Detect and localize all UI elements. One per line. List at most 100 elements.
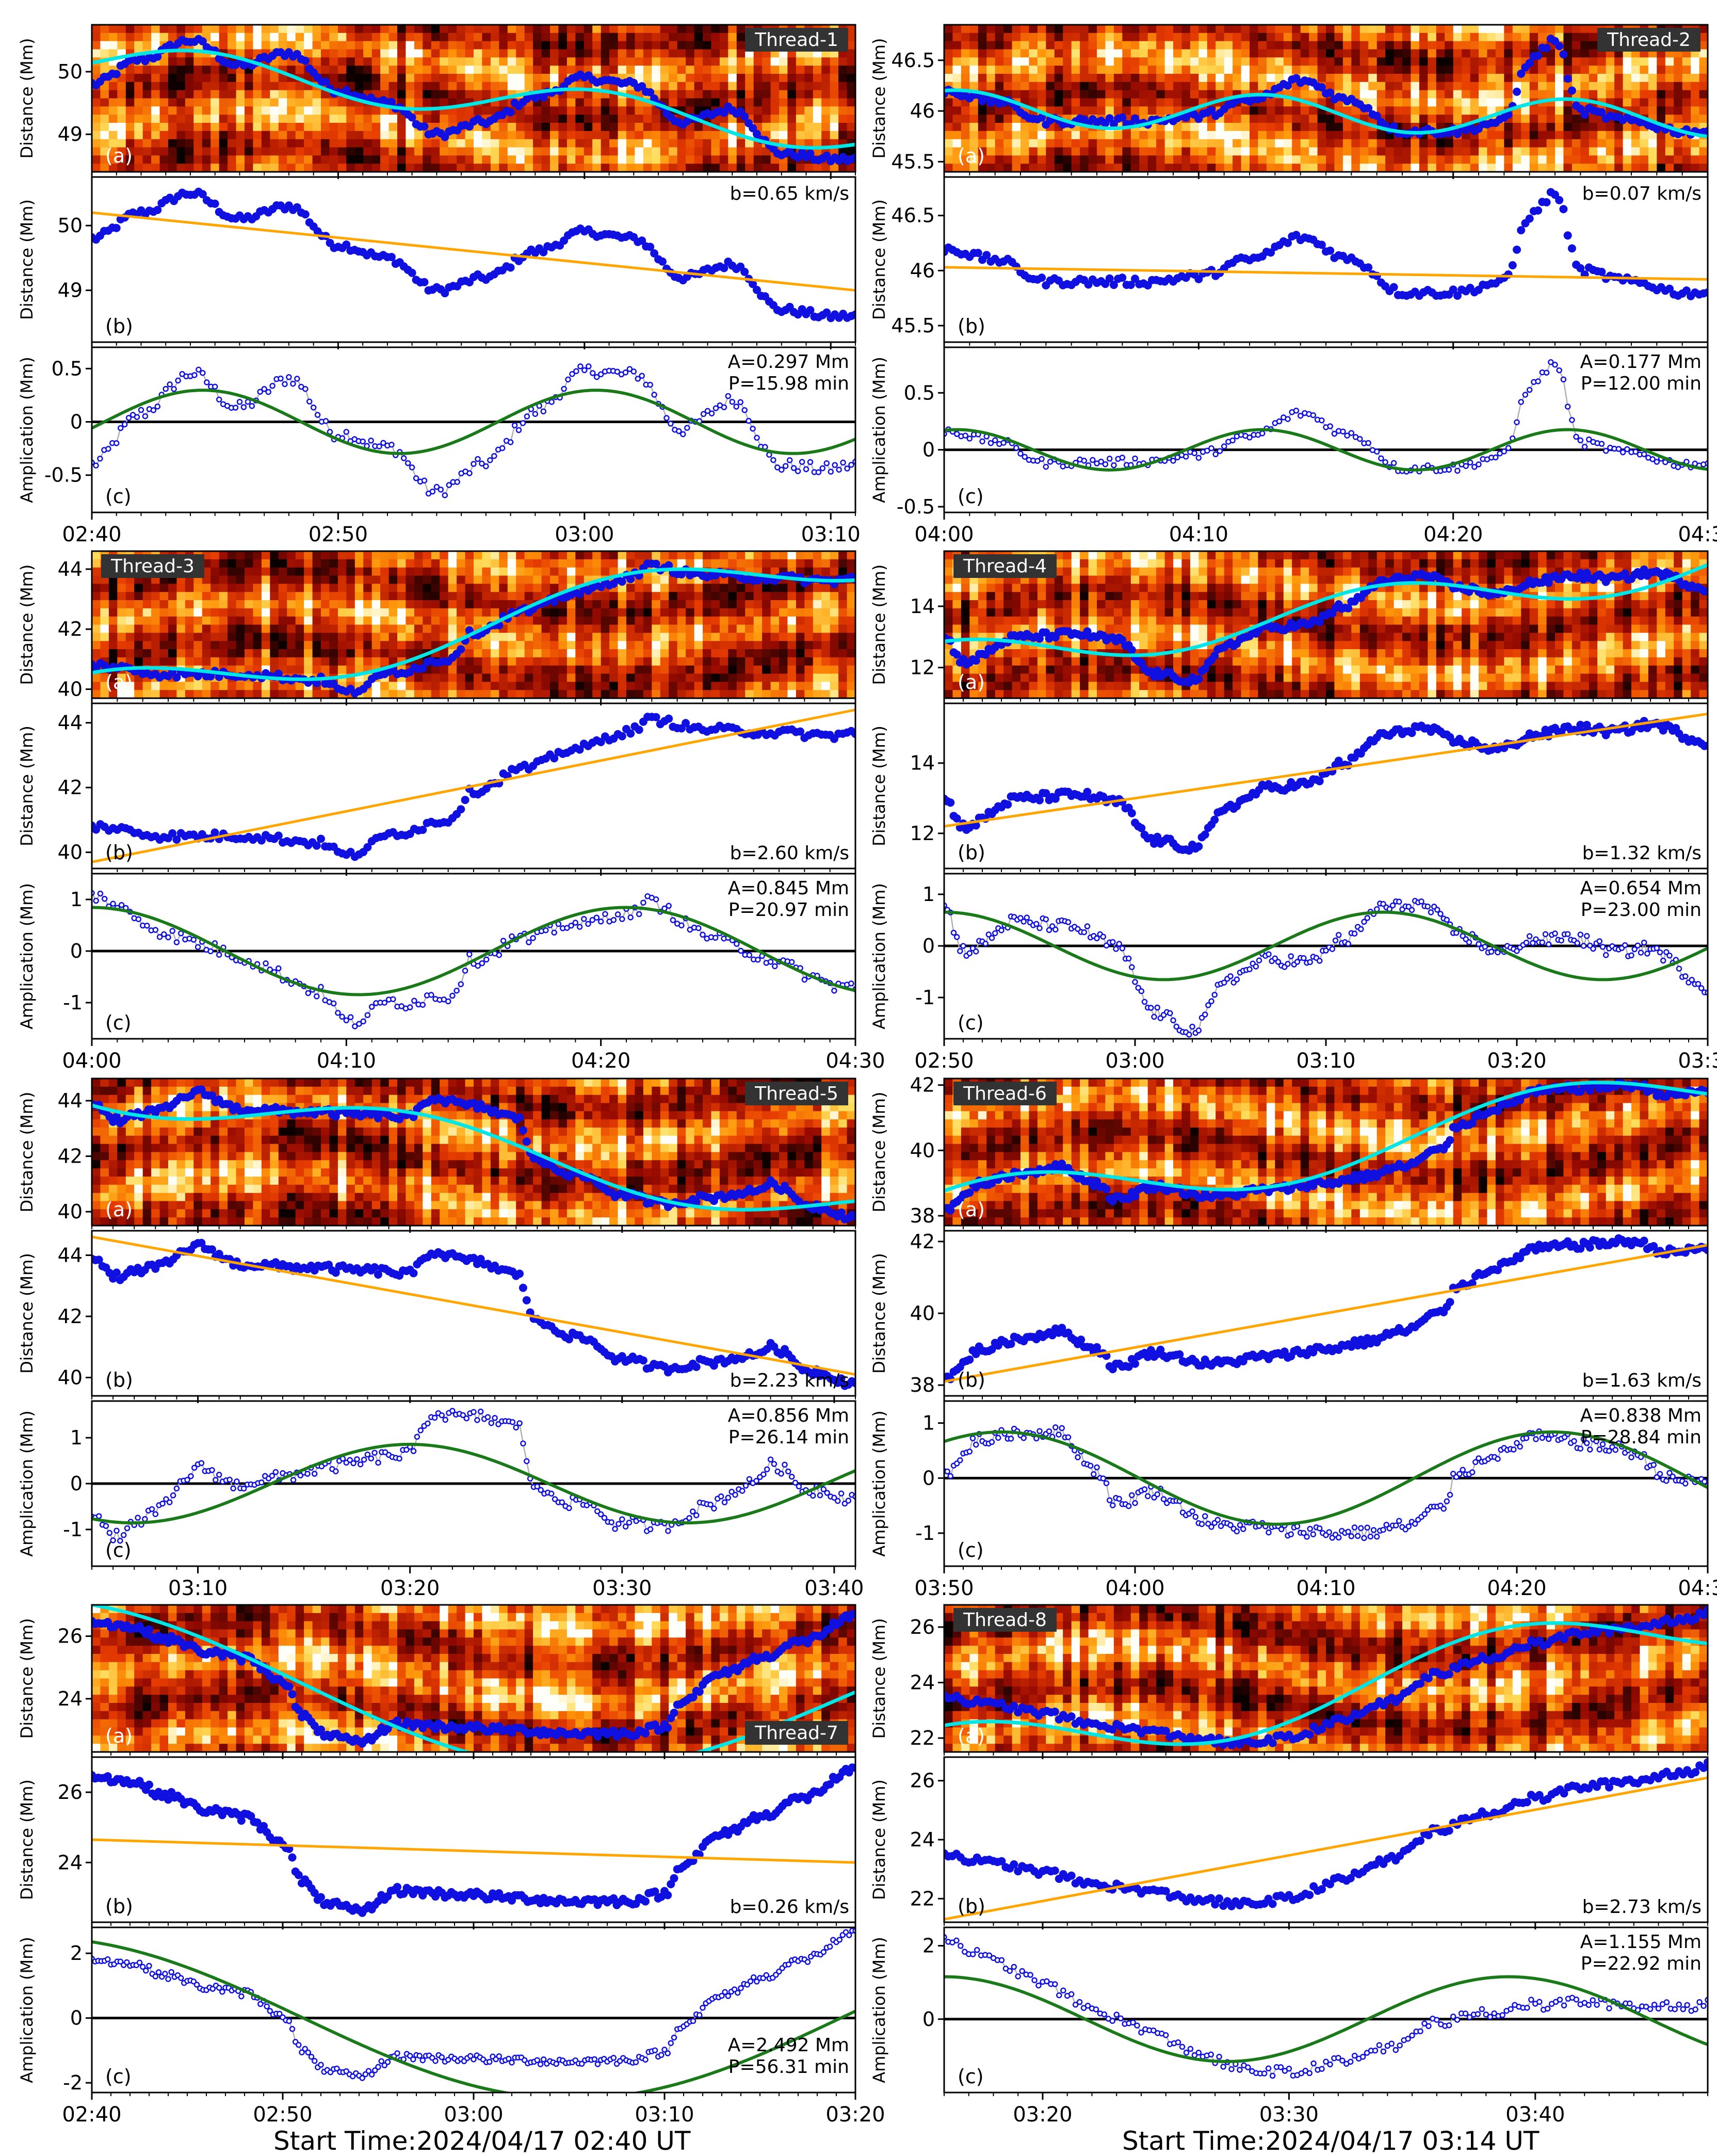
thread-2-heatmap-cell	[1131, 41, 1140, 50]
thread-2-heatmap-cell	[1487, 155, 1496, 164]
thread-2-heatmap-cell	[1351, 123, 1360, 132]
thread-2-heatmap-cell	[1046, 131, 1055, 140]
thread-2-heatmap-cell	[1445, 66, 1453, 74]
thread-1-heatmap-cell	[821, 106, 830, 115]
thread-1-heatmap-cell	[677, 74, 686, 83]
thread-2-heatmap-cell	[1097, 131, 1106, 140]
thread-1-heatmap-cell	[575, 148, 584, 156]
thread-2-heatmap-cell	[1572, 115, 1581, 123]
thread-1-ytick-label: 49	[58, 279, 83, 302]
thread-1-heatmap-cell	[609, 148, 618, 156]
thread-3-heatmap-cell	[160, 608, 169, 617]
thread-2-heatmap-cell	[1682, 66, 1691, 74]
thread-1-heatmap-cell	[92, 33, 101, 42]
thread-2-heatmap-cell	[1258, 50, 1267, 58]
thread-2-heatmap-cell	[1105, 155, 1114, 164]
thread-2-heatmap-cell	[1105, 74, 1114, 83]
thread-2-heatmap-cell	[1038, 33, 1046, 42]
thread-1-heatmap-cell	[431, 25, 440, 34]
thread-2-b-point	[1364, 263, 1372, 271]
thread-2-heatmap-cell	[1055, 164, 1063, 172]
thread-2-heatmap-cell	[1250, 131, 1258, 140]
thread-1-heatmap-cell	[762, 106, 771, 115]
thread-2-heatmap-cell	[1173, 25, 1182, 34]
thread-3-heatmap-cell	[151, 657, 160, 666]
thread-2-heatmap-cell	[1631, 99, 1640, 107]
thread-1-heatmap-cell	[525, 139, 533, 148]
thread-1-heatmap-cell	[168, 66, 177, 74]
thread-2-heatmap-cell	[1241, 106, 1250, 115]
thread-1-heatmap-cell	[219, 164, 228, 172]
thread-2-c-point	[1603, 448, 1608, 453]
thread-1-heatmap-cell	[652, 74, 660, 83]
thread-1-c-point	[196, 367, 201, 372]
thread-2-c-point	[1209, 446, 1214, 450]
thread-2-heatmap-cell	[1046, 90, 1055, 99]
thread-1-heatmap-cell	[380, 131, 389, 140]
thread-2-heatmap-cell	[1139, 66, 1148, 74]
thread-2-heatmap-cell	[1394, 66, 1403, 74]
thread-2-heatmap-cell	[1580, 82, 1589, 91]
thread-2-heatmap-cell	[1122, 82, 1131, 91]
thread-3-heatmap-cell	[236, 551, 245, 560]
thread-1-heatmap-cell	[796, 131, 805, 140]
thread-3-heatmap-cell	[236, 584, 245, 592]
thread-1-heatmap-cell	[117, 41, 126, 50]
thread-1-amplitude-annotation: A=0.297 Mm	[728, 351, 849, 373]
thread-1-heatmap-cell	[210, 115, 219, 123]
thread-2-heatmap-cell	[1284, 123, 1292, 132]
thread-2-b-point	[1118, 273, 1126, 282]
thread-2-heatmap-cell	[1419, 99, 1428, 107]
thread-1-heatmap-cell	[168, 115, 177, 123]
thread-1-heatmap-cell	[92, 99, 101, 107]
thread-2-heatmap-cell	[1368, 82, 1377, 91]
thread-1-heatmap-cell	[448, 115, 457, 123]
thread-1-heatmap-cell	[584, 123, 593, 132]
thread-2-heatmap-cell	[1114, 90, 1123, 99]
thread-1-heatmap-cell	[525, 131, 533, 140]
thread-2-heatmap-cell	[1241, 164, 1250, 172]
thread-1-heatmap-cell	[100, 106, 109, 115]
thread-2-heatmap-cell	[1351, 74, 1360, 83]
thread-1-heatmap-cell	[745, 99, 754, 107]
thread-2-heatmap-cell	[1555, 115, 1564, 123]
thread-2-c-point	[1294, 408, 1299, 413]
thread-1-heatmap-cell	[669, 82, 677, 91]
thread-1-heatmap-cell	[423, 139, 431, 148]
thread-2-heatmap-cell	[1198, 139, 1207, 148]
thread-1-heatmap-cell	[304, 148, 313, 156]
thread-2-heatmap-cell	[1563, 115, 1572, 123]
thread-1-heatmap-cell	[160, 139, 169, 148]
thread-1-heatmap-cell	[703, 41, 711, 50]
thread-2-heatmap-cell	[1640, 148, 1648, 156]
thread-2-heatmap-cell	[1063, 25, 1072, 34]
thread-2-heatmap-cell	[1530, 74, 1538, 83]
thread-2-heatmap-cell	[1555, 57, 1564, 66]
thread-3-heatmap-cell	[117, 649, 126, 658]
thread-2-heatmap-cell	[1224, 164, 1233, 172]
thread-3-heatmap-cell	[160, 600, 169, 609]
thread-1-heatmap-cell	[126, 82, 135, 91]
thread-2-heatmap-cell	[1284, 131, 1292, 140]
thread-3-heatmap-cell	[168, 649, 177, 658]
thread-3-heatmap-cell	[92, 625, 101, 634]
thread-1-heatmap-cell	[236, 139, 245, 148]
thread-1-heatmap-cell	[737, 139, 746, 148]
thread-2-heatmap-cell	[1301, 155, 1309, 164]
thread-1-heatmap-cell	[652, 66, 660, 74]
thread-2-heatmap-cell	[1377, 74, 1386, 83]
thread-3-heatmap-cell	[151, 633, 160, 641]
thread-2-heatmap-cell	[1318, 50, 1326, 58]
thread-2-heatmap-cell	[1580, 57, 1589, 66]
thread-1-heatmap-cell	[321, 33, 330, 42]
thread-2-heatmap-cell	[1267, 41, 1275, 50]
thread-1-heatmap-cell	[193, 123, 202, 132]
thread-1-c-point	[841, 460, 846, 465]
thread-2-heatmap-cell	[1479, 74, 1487, 83]
thread-1-heatmap-cell	[847, 82, 856, 91]
thread-1-heatmap-cell	[176, 164, 185, 172]
thread-3-heatmap-cell	[219, 617, 228, 625]
thread-1-heatmap-cell	[499, 82, 508, 91]
thread-2-heatmap-cell	[1301, 148, 1309, 156]
thread-2-heatmap-cell	[1029, 50, 1038, 58]
